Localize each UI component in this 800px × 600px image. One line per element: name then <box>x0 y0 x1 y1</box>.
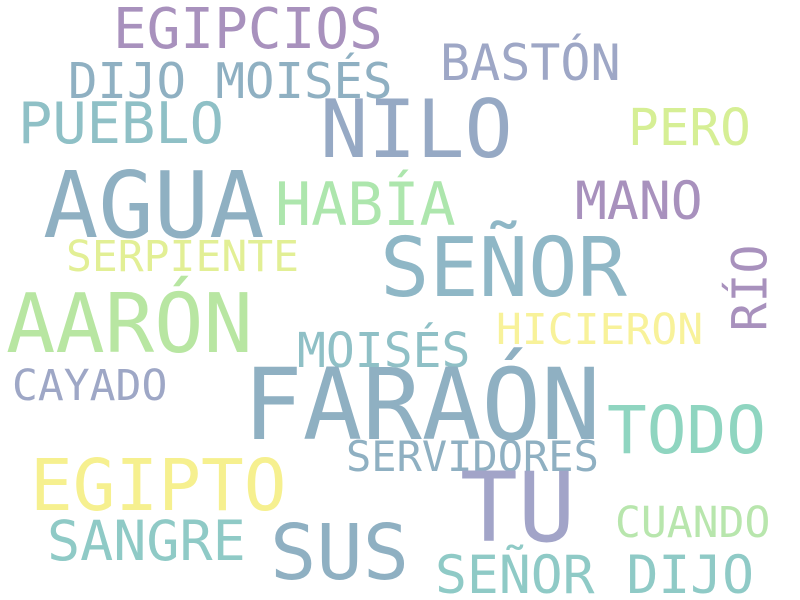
word-cuando: CUANDO <box>615 498 771 548</box>
word-nilo: NILO <box>320 83 513 176</box>
word-rio: RÍO <box>722 244 779 332</box>
word-agua: AGUA <box>43 152 265 259</box>
word-mano: MANO <box>575 171 703 232</box>
word-todo: TODO <box>607 392 766 469</box>
word-serpiente: SERPIENTE <box>66 232 299 282</box>
word-sus: SUS <box>270 509 410 598</box>
word-servidores: SERVIDORES <box>346 432 599 481</box>
word-egipcios: EGIPCIOS <box>113 0 383 62</box>
word-senor: SEÑOR <box>380 221 627 316</box>
word-dijo-moises: DIJO MOISÉS <box>68 53 393 110</box>
word-pueblo: PUEBLO <box>18 91 224 157</box>
word-tu: TU <box>460 452 576 564</box>
word-pero: PERO <box>628 99 751 158</box>
word-baston: BASTÓN <box>440 34 621 92</box>
word-hicieron: HICIERON <box>496 305 704 355</box>
word-sangre: SANGRE <box>47 509 246 573</box>
word-aaron: AARÓN <box>6 277 253 372</box>
word-faraon: FARAÓN <box>243 348 601 463</box>
word-habia: HABÍA <box>275 170 456 240</box>
word-senor-dijo: SEÑOR DIJO <box>435 545 755 600</box>
word-moises: MOISÉS <box>297 323 471 379</box>
word-egipto: EGIPTO <box>30 444 287 527</box>
word-cayado: CAYADO <box>12 361 168 411</box>
